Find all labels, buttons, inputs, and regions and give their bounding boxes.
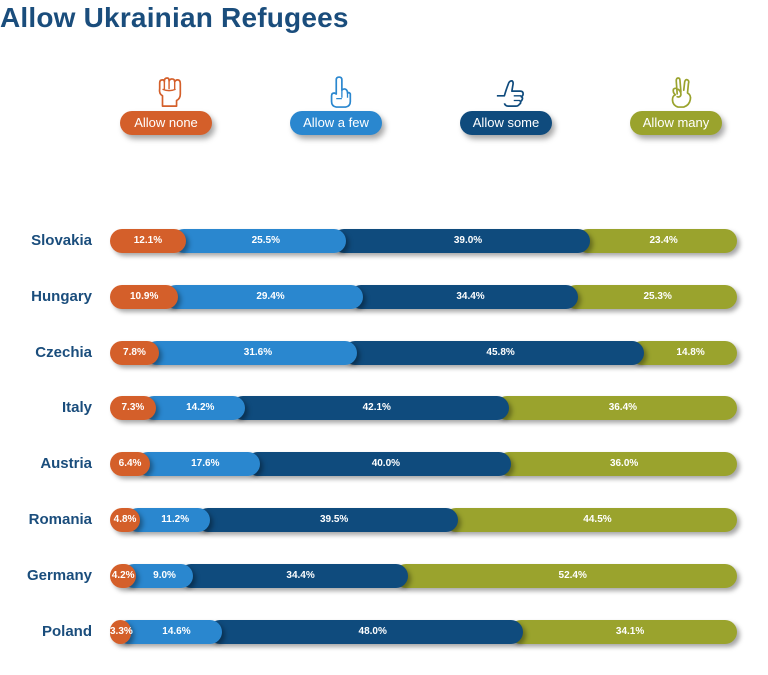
bar-segment xyxy=(394,564,737,588)
bar-segment xyxy=(494,396,737,420)
legend-label: Allow some xyxy=(460,111,552,135)
data-label: 7.8% xyxy=(123,347,146,358)
bar-segment xyxy=(196,508,458,532)
category-label: Romania xyxy=(28,511,92,528)
data-label: 52.4% xyxy=(558,570,587,581)
data-label: 34.4% xyxy=(286,570,315,581)
bar-row: 7.8% 31.6% 45.8% 14.8% xyxy=(110,341,737,365)
data-label: 39.0% xyxy=(453,235,483,246)
bar-segment xyxy=(509,620,737,644)
data-label: 31.6% xyxy=(243,347,273,358)
legend-label: Allow none xyxy=(120,111,212,135)
data-label: 12.1% xyxy=(133,235,163,246)
category-label: Hungary xyxy=(31,288,92,305)
bar-segment xyxy=(110,341,159,365)
data-label: 17.6% xyxy=(191,458,220,469)
bar-segment xyxy=(144,341,358,365)
bar-segment xyxy=(110,564,137,588)
category-label: Italy xyxy=(61,399,92,416)
index-finger-up-icon xyxy=(325,76,355,110)
bar-segment xyxy=(331,229,591,253)
category-label: Czechia xyxy=(35,344,92,361)
bar-segment xyxy=(110,620,131,644)
legend-item: Allow many xyxy=(630,76,730,142)
data-label: 36.0% xyxy=(609,458,639,469)
bar-segment xyxy=(110,396,156,420)
data-label: 3.3% xyxy=(110,626,133,637)
data-label: 23.4% xyxy=(649,235,678,246)
data-label: 45.8% xyxy=(486,347,515,358)
bar-segment xyxy=(110,508,141,532)
bar-segment xyxy=(564,285,737,309)
legend: Allow none Allow a few Allow some Allow man… xyxy=(0,0,768,150)
data-label: 25.3% xyxy=(643,291,672,302)
data-label: 10.9% xyxy=(129,291,159,302)
bar-row: 10.9% 29.4% 34.4% 25.3% xyxy=(110,285,737,309)
bar-segment xyxy=(164,285,363,309)
bar-row: 6.4% 17.6% 40.0% 36.0% xyxy=(110,452,737,476)
legend-label: Allow a few xyxy=(290,111,382,135)
category-label: Poland xyxy=(41,623,92,640)
category-label: Austria xyxy=(40,455,92,472)
bar-row: 4.8% 11.2% 39.5% 44.5% xyxy=(110,508,737,532)
chart-title: Allow Ukrainian Refugees xyxy=(0,2,349,33)
data-label: 34.1% xyxy=(615,626,645,637)
legend-item: Allow a few xyxy=(290,76,390,142)
category-label: Slovakia xyxy=(31,232,92,249)
bar-segment xyxy=(230,396,509,420)
data-label: 4.8% xyxy=(113,514,137,525)
bar-segment xyxy=(110,285,179,309)
bar-segment xyxy=(246,452,512,476)
data-label: 29.4% xyxy=(256,291,285,302)
data-label: 6.4% xyxy=(118,458,142,469)
bar-segment xyxy=(126,508,211,532)
data-label: 14.2% xyxy=(186,402,215,413)
legend-label: Allow many xyxy=(630,111,722,135)
bar-row: 12.1% 25.5% 39.0% 23.4% xyxy=(110,229,737,253)
legend-item: Allow some xyxy=(460,76,560,142)
data-label: 9.0% xyxy=(153,570,176,581)
data-label: 25.5% xyxy=(251,235,280,246)
ok-hand-icon xyxy=(665,76,695,110)
thumbs-up-icon xyxy=(495,76,525,110)
bar-segment xyxy=(110,452,151,476)
data-label: 39.5% xyxy=(319,514,349,525)
data-label: 4.2% xyxy=(111,570,135,581)
bar-segment xyxy=(136,452,261,476)
raised-fist-icon xyxy=(155,76,185,110)
bar-segment xyxy=(497,452,737,476)
bar-segment xyxy=(141,396,245,420)
data-label: 40.0% xyxy=(371,458,401,469)
data-label: 14.8% xyxy=(676,347,705,358)
data-label: 44.5% xyxy=(583,514,612,525)
bar-row: 4.2% 9.0% 34.4% 52.4% xyxy=(110,564,737,588)
bar-segment xyxy=(208,620,524,644)
bar-segment xyxy=(630,341,737,365)
data-label: 7.3% xyxy=(121,402,145,413)
data-label: 36.4% xyxy=(608,402,638,413)
data-label: 11.2% xyxy=(161,514,190,525)
data-label: 42.1% xyxy=(362,402,391,413)
bar-segment xyxy=(171,229,346,253)
data-label: 14.6% xyxy=(162,626,191,637)
bar-segment xyxy=(116,620,223,644)
data-label: 48.0% xyxy=(358,626,387,637)
bar-segment xyxy=(178,564,409,588)
bar-segment xyxy=(110,229,186,253)
data-label: 34.4% xyxy=(456,291,485,302)
bar-segment xyxy=(443,508,737,532)
bar-segment xyxy=(348,285,579,309)
bar-row: 7.3% 14.2% 42.1% 36.4% xyxy=(110,396,737,420)
bar-segment xyxy=(343,341,645,365)
category-label: Germany xyxy=(26,567,92,584)
legend-item: Allow none xyxy=(120,76,220,142)
bar-row: 3.3% 14.6% 48.0% 34.1% xyxy=(110,620,737,644)
bar-segment xyxy=(576,229,737,253)
